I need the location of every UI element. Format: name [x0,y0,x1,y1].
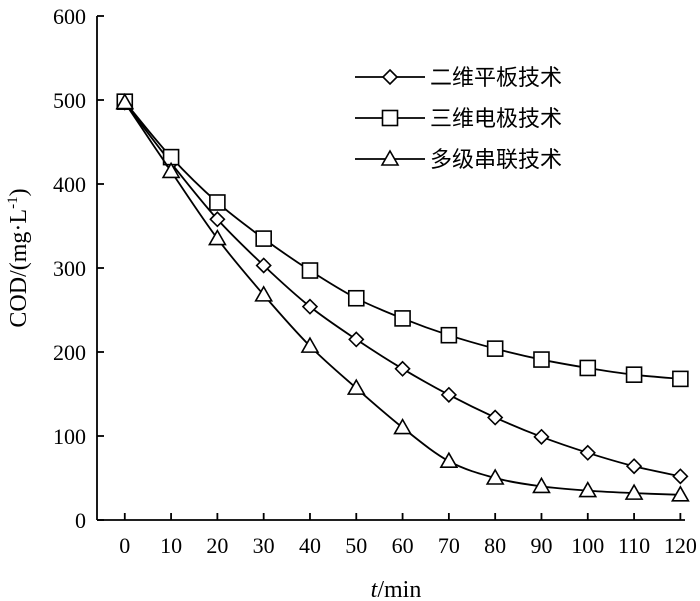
square-point [486,340,504,357]
x-tick-label: 70 [438,533,460,558]
legend-label: 三维电极技术 [430,107,562,132]
y-axis-title-close: ) [6,188,32,196]
diamond-point [487,409,504,426]
diamond-point [579,444,596,461]
series-layer [115,92,690,502]
x-axis-title-var: t [371,577,379,601]
y-tick-label: 200 [53,340,86,365]
diamond-point [672,468,689,485]
x-tick-label: 0 [119,533,130,558]
triangle-point [393,417,412,435]
legend-diamond-marker [381,68,399,86]
y-axis-ticks: 0 100 200 300 400 500 600 [53,4,104,533]
square-point [533,351,550,368]
x-tick-label: 100 [571,533,604,558]
diamond-point [625,458,643,475]
square-point [255,230,272,247]
x-tick-label: 60 [392,533,414,558]
series-triangle [115,92,690,502]
x-tick-label: 50 [345,533,367,558]
triangle-point [670,485,690,502]
triangle-point [578,480,598,498]
diamond-point [348,331,365,348]
legend-triangle-marker [380,149,400,166]
diamond-point [440,386,458,403]
diamond-point [533,428,550,445]
diamond-point [255,257,272,274]
y-tick-label: 400 [53,172,86,197]
square-point [301,262,319,279]
x-tick-label: 90 [530,533,552,558]
square-point [579,359,597,377]
triangle-point [439,451,459,469]
y-axis-title-sup: -1 [5,196,21,209]
y-tick-label: 500 [53,88,86,113]
triangle-point [207,228,227,246]
x-axis-ticks: 0 10 20 30 40 50 60 70 80 90 100 110 120 [119,513,697,558]
y-axis-title: COD/(mg·L-1) [5,188,32,327]
series-line-square [124,101,681,380]
x-tick-label: 20 [206,533,228,558]
axes [96,16,685,521]
y-tick-label: 0 [75,508,86,533]
square-point [394,310,411,327]
x-axis-title: t/min [371,577,422,601]
square-point [440,326,458,344]
diamond-point [394,360,411,377]
x-axis-title-unit: /min [377,577,421,601]
triangle-point [346,378,366,395]
legend-square-marker [381,109,399,127]
x-tick-label: 40 [299,533,321,558]
y-tick-label: 600 [53,4,86,29]
triangle-point [300,336,320,353]
series-square [116,93,689,388]
legend-item-diamond: 二维平板技术 [355,66,562,91]
square-point [347,289,365,307]
square-point [672,370,689,388]
y-tick-label: 100 [53,424,86,449]
x-tick-label: 30 [253,533,275,558]
x-tick-label: 10 [160,533,182,558]
y-tick-label: 300 [53,256,86,281]
legend-item-square: 三维电极技术 [355,107,562,132]
legend-item-triangle: 多级串联技术 [355,148,562,173]
square-point [209,194,226,211]
legend-label: 多级串联技术 [430,148,562,173]
diamond-point [209,211,226,228]
x-tick-label: 110 [618,533,650,558]
diamond-point [301,298,319,315]
series-line-triangle [124,102,681,496]
y-axis-title-main: COD/(mg·L [6,209,32,328]
triangle-point [115,92,135,110]
legend-label: 二维平板技术 [430,66,562,91]
triangle-point [161,161,181,179]
triangle-point [624,483,644,500]
x-tick-label: 80 [484,533,506,558]
x-tick-label: 120 [664,533,697,558]
triangle-point [485,468,505,485]
triangle-point [532,476,551,494]
square-point [625,366,643,383]
triangle-point [254,285,274,302]
